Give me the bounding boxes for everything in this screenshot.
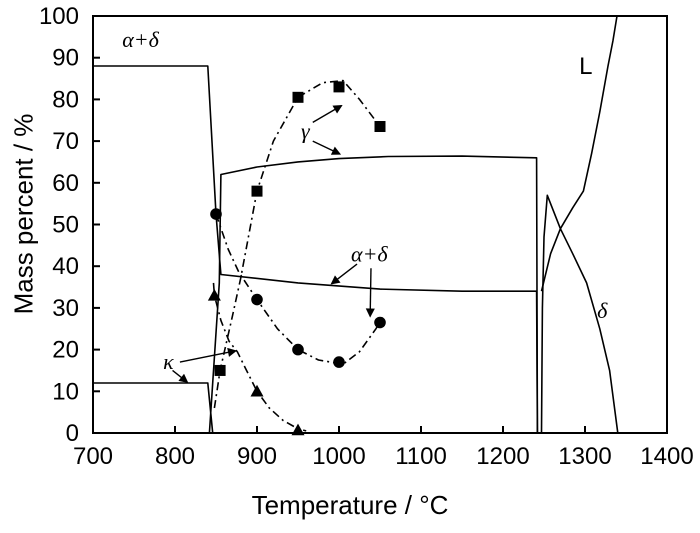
x-tick-label: 1100 bbox=[395, 443, 447, 470]
y-tick-label: 0 bbox=[66, 420, 79, 447]
y-tick-label: 50 bbox=[52, 212, 79, 239]
kappa-measured-trendline bbox=[212, 282, 307, 432]
circle-marker bbox=[333, 356, 345, 368]
y-tick-label: 20 bbox=[52, 337, 79, 364]
y-tick-label: 100 bbox=[39, 3, 79, 30]
x-tick-label: 1300 bbox=[558, 443, 611, 470]
y-tick-label: 30 bbox=[52, 295, 79, 322]
annotation-arrow bbox=[312, 140, 342, 155]
phase-label: L bbox=[579, 53, 592, 80]
phase-label: δ bbox=[597, 298, 608, 323]
phase-label: α+δ bbox=[122, 27, 159, 52]
x-tick-label: 900 bbox=[237, 443, 277, 470]
gamma-calculated-curve bbox=[208, 155, 539, 434]
annotation-arrow bbox=[312, 104, 343, 123]
annotation-arrow bbox=[365, 268, 375, 318]
alpha-delta-calculated-curve bbox=[93, 65, 539, 434]
x-tick-label: 1000 bbox=[312, 443, 365, 470]
x-tick-label: 1200 bbox=[476, 443, 529, 470]
y-tick-label: 70 bbox=[52, 128, 79, 155]
circle-marker bbox=[374, 316, 386, 329]
gamma-measured-trendline bbox=[213, 79, 381, 409]
triangle-marker bbox=[291, 423, 305, 436]
delta-calculated-curve bbox=[540, 194, 619, 434]
alpha-delta-measured-trendline bbox=[215, 213, 384, 366]
phase-label: γ bbox=[301, 119, 311, 144]
y-tick-label: 90 bbox=[52, 45, 79, 72]
triangle-marker bbox=[250, 384, 264, 397]
x-tick-label: 800 bbox=[155, 443, 195, 470]
annotation-arrow bbox=[172, 369, 189, 383]
circle-marker bbox=[210, 208, 222, 220]
measured-data-points bbox=[207, 81, 386, 436]
square-marker bbox=[374, 121, 386, 133]
kappa-calculated-curve bbox=[93, 382, 214, 434]
y-tick-label: 80 bbox=[52, 86, 79, 113]
square-marker bbox=[292, 91, 304, 103]
square-marker bbox=[251, 185, 263, 197]
y-axis-label: Mass percent / % bbox=[8, 113, 39, 315]
x-axis-label: Temperature / °C bbox=[251, 490, 449, 520]
circle-marker bbox=[292, 343, 304, 356]
calculated-curves bbox=[93, 15, 619, 434]
circle-marker bbox=[251, 293, 263, 306]
annotation-arrow bbox=[179, 347, 238, 363]
y-tick-label: 60 bbox=[52, 170, 79, 197]
liquid-calculated-curve bbox=[540, 15, 618, 292]
phase-label: α+δ bbox=[351, 242, 388, 267]
square-marker bbox=[214, 364, 226, 376]
measured-trend-curves bbox=[212, 79, 384, 432]
annotation-arrow bbox=[330, 263, 358, 285]
square-marker bbox=[333, 81, 345, 93]
x-tick-label: 700 bbox=[73, 443, 113, 470]
triangle-marker bbox=[207, 288, 221, 301]
phase-label: κ bbox=[163, 349, 174, 374]
x-tick-label: 1400 bbox=[640, 443, 693, 470]
phase-annotations: α+δ γ α+δ κ Lδ bbox=[122, 27, 608, 383]
y-tick-label: 10 bbox=[52, 378, 79, 405]
axis-ticks: 700 800 900 1000 1100 1200 1300 1400 0 10 20 30 40 50… bbox=[39, 3, 694, 470]
y-tick-label: 40 bbox=[52, 253, 79, 280]
